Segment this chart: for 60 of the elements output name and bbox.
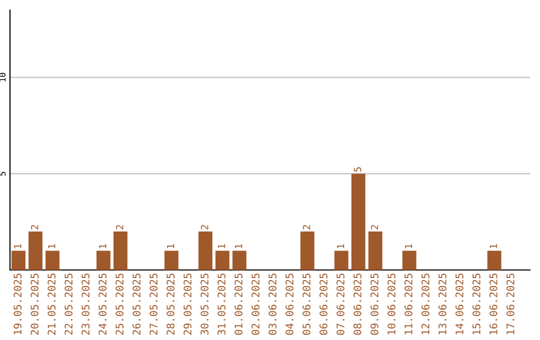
data-label: 1 — [48, 244, 56, 248]
data-label: 2 — [200, 225, 208, 230]
bar — [402, 250, 416, 270]
x-tick-label: 19.05.2025 — [14, 274, 22, 334]
x-tick-label: 27.05.2025 — [150, 274, 158, 335]
x-tick-label: 01.06.2025 — [234, 274, 242, 335]
bar — [334, 250, 348, 270]
bar — [198, 231, 212, 270]
x-tick-label: 07.06.2025 — [336, 274, 344, 335]
x-tick-label: 02.06.2025 — [252, 274, 260, 335]
bar — [487, 250, 502, 270]
x-tick-label: 20.05.2025 — [30, 274, 39, 335]
data-label: 1 — [336, 244, 344, 248]
x-tick-label: 26.05.2025 — [132, 274, 140, 335]
x-tick-label: 15.06.2025 — [472, 274, 480, 334]
x-tick-label: 21.05.2025 — [48, 274, 56, 335]
data-label: 1 — [218, 244, 226, 248]
x-tick-label: 13.06.2025 — [438, 274, 446, 334]
x-tick-label: 22.05.2025 — [64, 274, 73, 335]
data-label: 1 — [167, 244, 174, 248]
data-label: 2 — [30, 225, 38, 230]
data-label: 1 — [490, 244, 498, 248]
bar — [113, 231, 128, 270]
x-tick-label: 24.05.2025 — [98, 274, 107, 335]
data-label: 2 — [302, 225, 310, 230]
x-tick-label: 28.05.2025 — [166, 274, 174, 335]
x-tick-label: 09.06.2025 — [370, 274, 378, 335]
data-label: 2 — [370, 225, 378, 230]
x-tick-label: 12.06.2025 — [422, 274, 430, 334]
x-tick-label: 23.05.2025 — [82, 274, 90, 335]
x-tick-label: 16.06.2025 — [489, 274, 498, 334]
bar — [96, 250, 110, 270]
bar — [12, 250, 26, 270]
bar — [351, 174, 366, 270]
x-tick-label: 30.05.2025 — [200, 274, 208, 335]
data-label: 1 — [14, 244, 22, 248]
bar — [215, 250, 230, 270]
x-tick-label: 03.06.2025 — [268, 274, 276, 335]
bar — [232, 250, 246, 270]
bar — [368, 231, 382, 270]
bar — [28, 231, 42, 270]
x-tick-label: 04.06.2025 — [286, 274, 294, 335]
data-label: 1 — [99, 244, 106, 248]
data-label: 5 — [354, 167, 362, 172]
bar — [46, 250, 60, 270]
x-tick-label: 31.05.2025 — [218, 274, 226, 335]
x-tick-label: 17.06.2025 — [506, 274, 514, 334]
bar — [300, 231, 314, 270]
x-tick-label: 14.06.2025 — [456, 274, 464, 334]
data-label: 1 — [235, 244, 242, 248]
x-tick-label: 11.06.2025 — [404, 274, 412, 334]
data-label: 1 — [404, 244, 412, 248]
x-tick-label: 05.06.2025 — [302, 274, 310, 335]
x-tick-label: 08.06.2025 — [354, 274, 362, 335]
x-tick-label: 25.05.2025 — [116, 274, 124, 335]
data-label: 2 — [116, 225, 124, 230]
x-tick-label: 29.05.2025 — [184, 274, 192, 335]
bar — [164, 250, 178, 270]
x-tick-label: 10.06.2025 — [388, 274, 396, 334]
x-tick-label: 06.06.2025 — [320, 274, 328, 335]
